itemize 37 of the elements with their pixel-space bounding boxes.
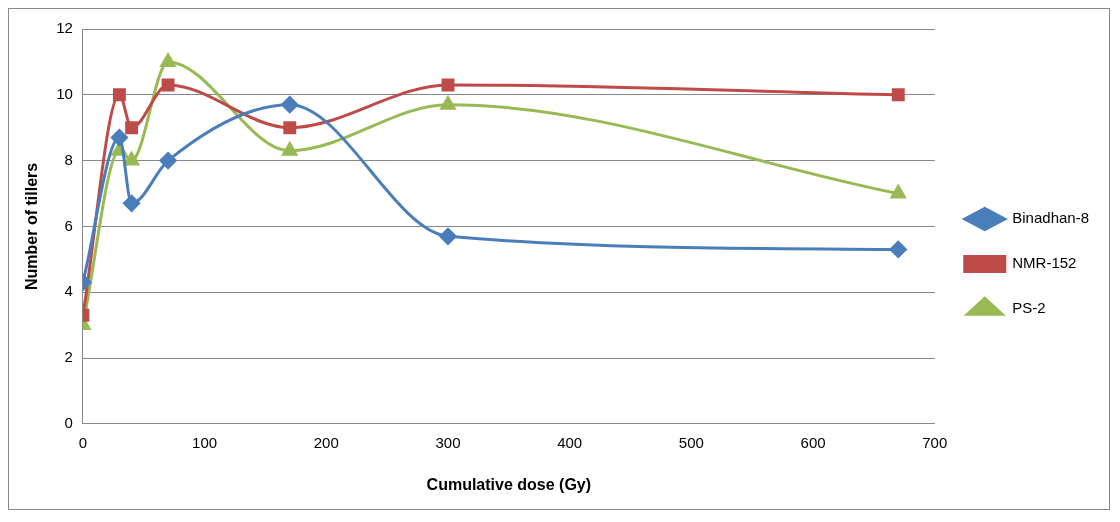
x-tick-label: 500	[678, 433, 704, 451]
y-tick-label: 6	[64, 216, 73, 234]
y-tick-label: 0	[64, 413, 73, 431]
x-tick-label: 700	[922, 433, 948, 451]
legend-label: NMR-152	[1012, 254, 1077, 272]
point	[281, 96, 299, 114]
point	[889, 240, 907, 258]
x-tick-label: 100	[192, 433, 218, 451]
y-tick-label: 4	[64, 282, 73, 300]
point	[439, 227, 457, 245]
point	[283, 121, 297, 135]
x-tick-label: 600	[800, 433, 826, 451]
point	[160, 53, 176, 67]
point	[441, 78, 455, 92]
y-axis-title: Number of tillers	[23, 162, 41, 290]
x-tick-label: 200	[313, 433, 339, 451]
x-tick-label: 400	[557, 433, 583, 451]
y-tick-label: 12	[56, 19, 73, 37]
legend-label: PS-2	[1012, 299, 1046, 317]
y-tick-label: 8	[64, 150, 73, 168]
x-tick-label: 300	[435, 433, 461, 451]
point	[159, 152, 177, 170]
x-axis-title: Cumulative dose (Gy)	[426, 475, 592, 493]
point	[124, 152, 140, 166]
point	[110, 129, 128, 147]
point	[125, 121, 139, 135]
x-tick-label: 0	[78, 433, 88, 451]
y-tick-label: 10	[56, 84, 73, 102]
point	[123, 194, 141, 212]
y-tick-label: 2	[64, 348, 73, 366]
point	[161, 78, 175, 92]
point	[890, 185, 906, 199]
point	[112, 88, 126, 102]
point	[891, 88, 905, 102]
legend-label: Binadhan-8	[1012, 209, 1090, 227]
point	[282, 142, 298, 156]
point	[440, 96, 456, 110]
